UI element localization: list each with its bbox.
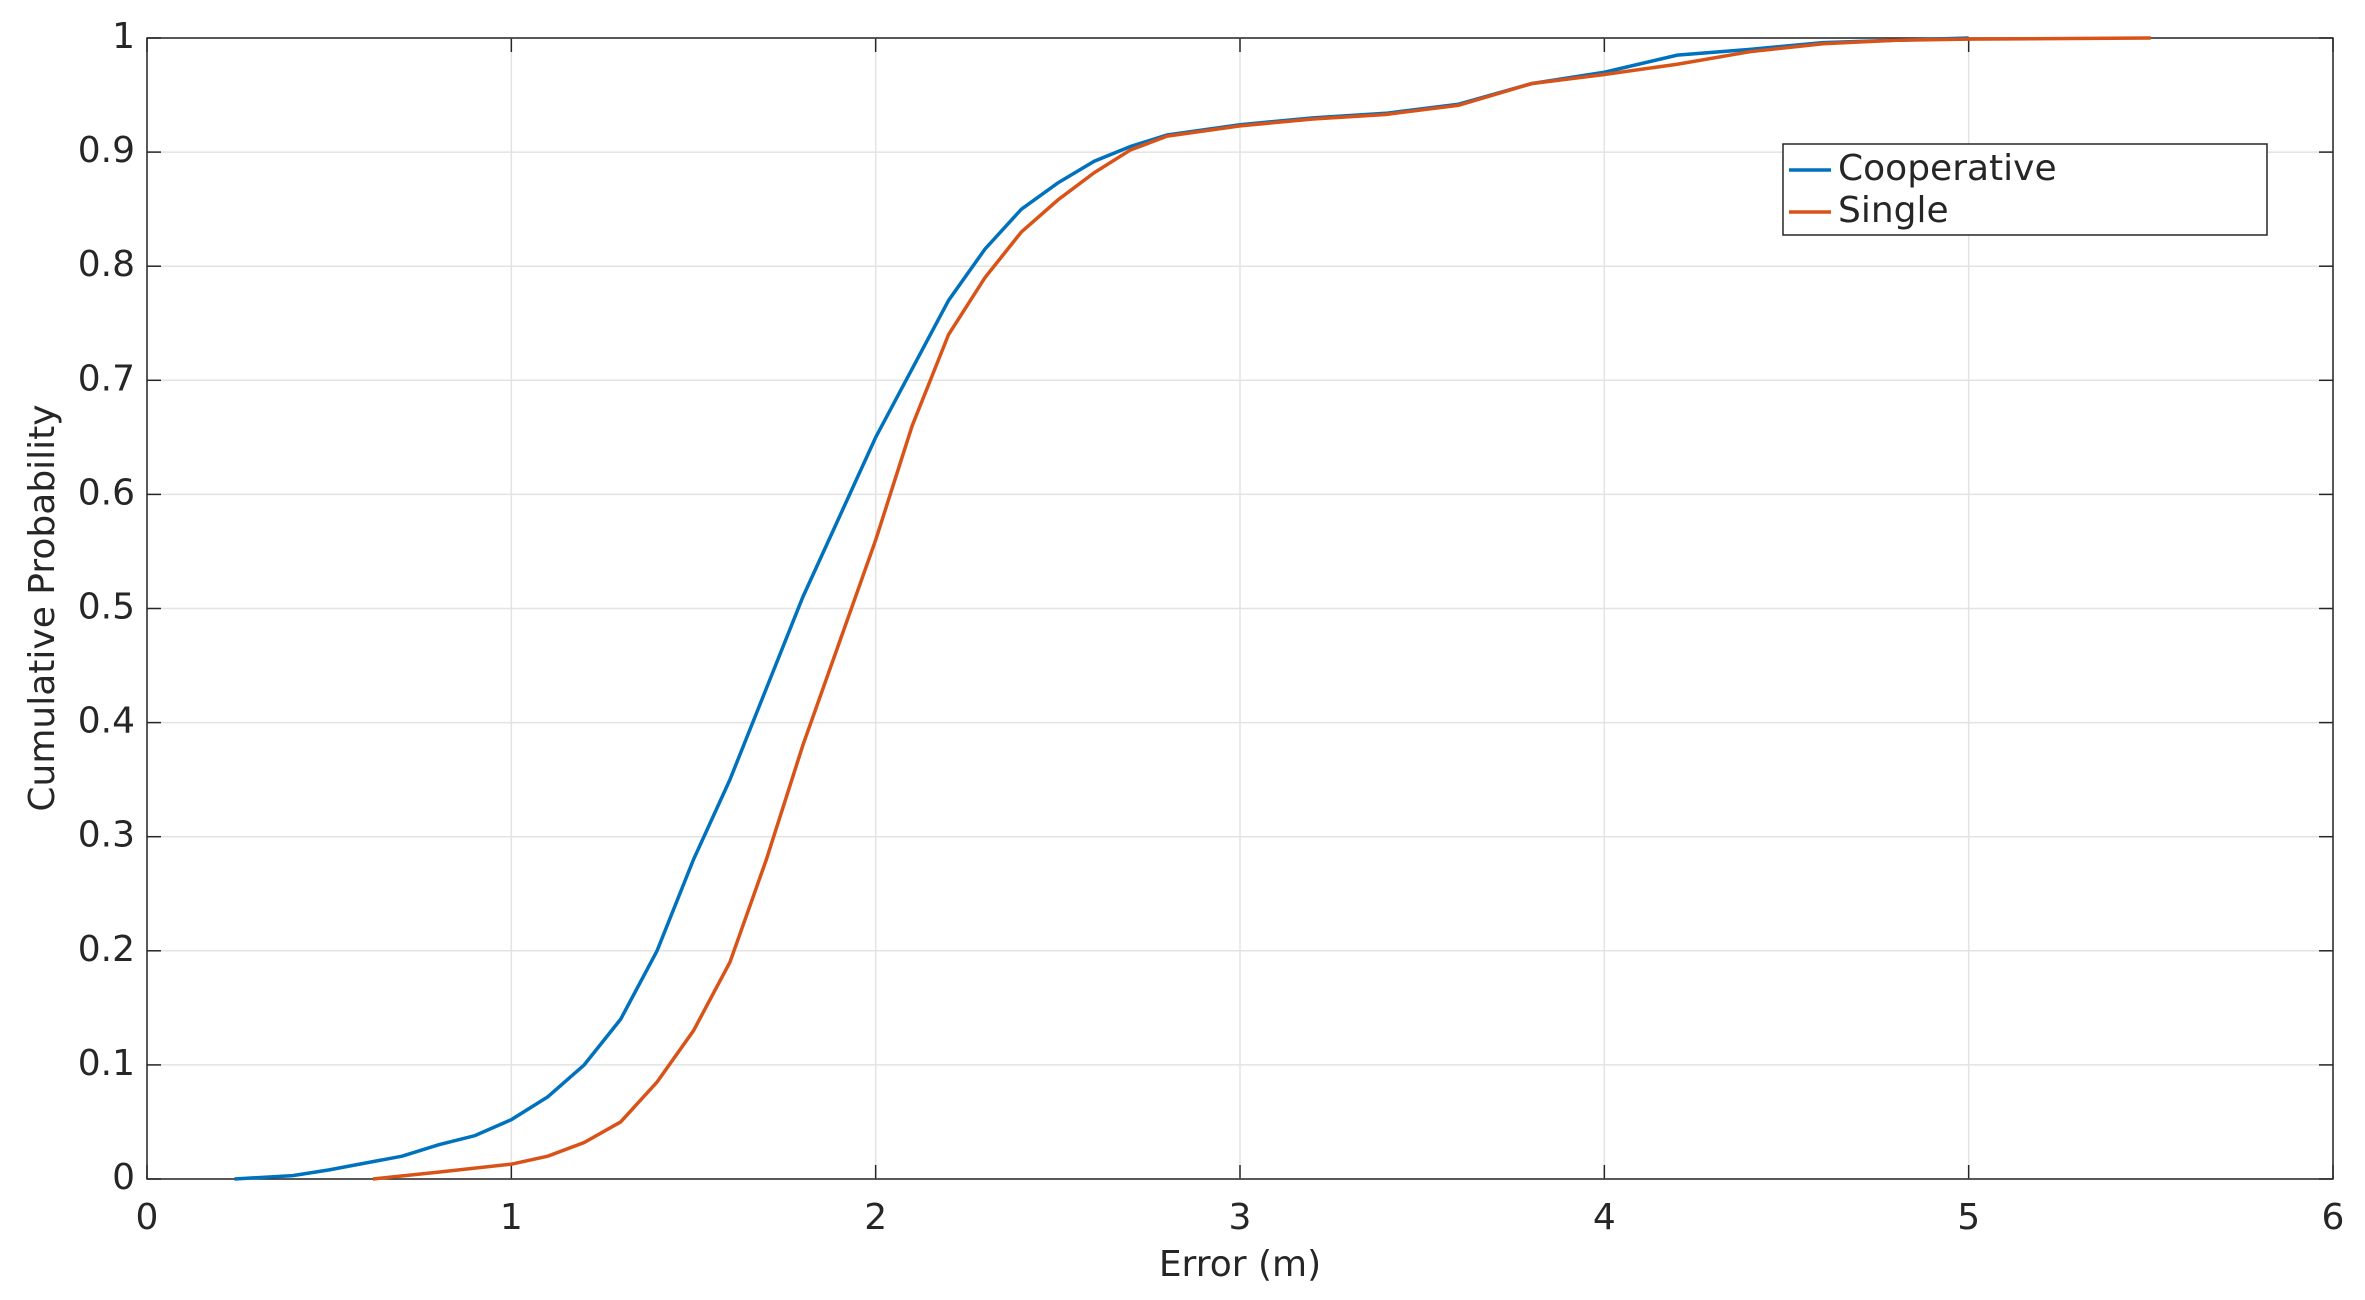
y-tick-label: 0.8: [78, 244, 135, 285]
y-tick-label: 0.7: [78, 358, 135, 399]
x-tick-label: 3: [1229, 1197, 1252, 1238]
x-axis-label: Error (m): [1159, 1244, 1321, 1285]
plot-frame: [146, 37, 2334, 1180]
y-tick-label: 0.9: [78, 130, 135, 171]
x-tick-label: 6: [2322, 1197, 2345, 1238]
x-tick-label: 0: [136, 1197, 159, 1238]
y-tick-label: 0.5: [78, 587, 135, 628]
y-tick-label: 1: [112, 16, 135, 57]
x-tick-label: 5: [1957, 1197, 1980, 1238]
y-tick-label: 0.3: [78, 815, 135, 856]
y-tick-label: 0: [112, 1157, 135, 1198]
y-axis-label: Cumulative Probability: [22, 404, 63, 811]
x-tick-label: 4: [1593, 1197, 1616, 1238]
y-tick-label: 0.4: [78, 701, 135, 742]
x-tick-label: 2: [864, 1197, 887, 1238]
y-tick-label: 0.1: [78, 1043, 135, 1084]
y-tick-label: 0.2: [78, 929, 135, 970]
x-tick-label: 1: [500, 1197, 523, 1238]
legend-label: Single: [1838, 190, 1949, 231]
data-line: [372, 36, 2151, 1181]
legend-box: [1782, 143, 2268, 236]
y-tick-label: 0.6: [78, 472, 135, 513]
legend-label: Cooperative: [1838, 148, 2057, 189]
